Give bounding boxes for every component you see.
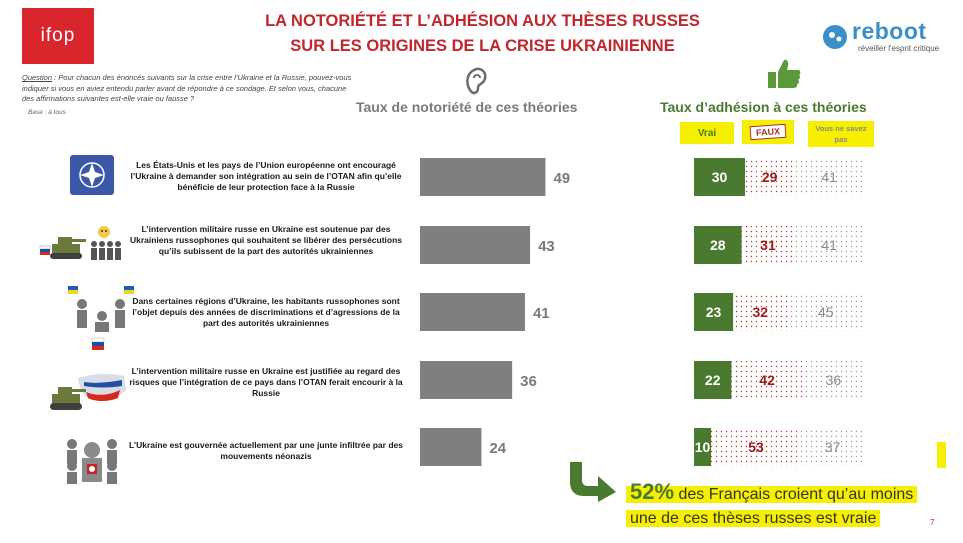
true-bar-2 — [694, 226, 742, 264]
notoriety-value-1: 49 — [553, 170, 570, 187]
false-value-3: 32 — [753, 304, 769, 320]
column-header-false: FAUX — [742, 120, 794, 144]
dontknow-bar-4 — [802, 361, 864, 399]
true-bar-5 — [694, 428, 711, 466]
reboot-wordmark: reboot — [852, 18, 927, 44]
tank-map-icon — [50, 373, 126, 410]
nato-star-icon — [79, 162, 105, 188]
thumbs-up-icon — [768, 59, 801, 88]
false-bar-1 — [745, 158, 795, 196]
true-value-4: 22 — [705, 372, 721, 388]
notoriety-bar-3 — [420, 293, 525, 331]
column-header-true: Vrai — [680, 122, 734, 144]
statement-5: L’Ukraine est gouvernée actuellement par… — [129, 440, 403, 461]
adhesion-title: Taux d’adhésion à ces théories — [660, 99, 867, 115]
statement-3: Dans certaines régions d’Ukraine, les ha… — [132, 296, 400, 328]
statement-1: Les États-Unis et les pays de l’Union eu… — [130, 160, 402, 192]
reboot-tagline: réveiller l'esprit critique — [858, 44, 940, 53]
column-header-dontknow: Vous ne savez pas — [808, 121, 874, 147]
dontknow-bar-1 — [794, 158, 864, 196]
dontknow-value-3: 45 — [818, 304, 834, 320]
page-number: 7 — [930, 518, 935, 527]
notoriety-bar-1 — [420, 158, 546, 196]
junta-icon — [67, 439, 117, 484]
false-value-2: 31 — [760, 237, 776, 253]
false-bar-4 — [731, 361, 803, 399]
statement-2: L’intervention militaire russe en Ukrain… — [129, 224, 403, 256]
notoriety-value-2: 43 — [538, 238, 555, 255]
notoriety-bar-5 — [420, 428, 482, 466]
callout-line1: des Français croient qu’au moins — [674, 486, 914, 503]
question-label: Question — [22, 73, 53, 82]
false-bar-2 — [741, 226, 795, 264]
false-bar-5 — [711, 428, 802, 466]
callout: 52% des Français croient qu’au moins une… — [626, 479, 918, 531]
question-body: : Pour chacun des énoncés suivants sur l… — [22, 73, 352, 103]
aggression-scene-icon — [68, 286, 134, 350]
dontknow-bar-2 — [794, 226, 864, 264]
false-bar-3 — [733, 293, 788, 331]
callout-line2: une de ces thèses russes est vraie — [626, 510, 881, 527]
ear-icon — [466, 67, 487, 95]
notoriety-value-5: 24 — [489, 440, 506, 457]
dontknow-value-4: 36 — [826, 372, 842, 388]
callout-arrow-icon — [570, 462, 616, 502]
false-value-4: 42 — [759, 372, 775, 388]
dontknow-value-5: 37 — [825, 439, 841, 455]
reboot-logo: reboot réveiller l'esprit critique — [820, 18, 940, 58]
notoriety-title: Taux de notoriété de ces théories — [356, 99, 578, 115]
notoriety-value-4: 36 — [520, 373, 537, 390]
false-value-5: 53 — [748, 439, 764, 455]
true-bar-1 — [694, 158, 745, 196]
callout-percent: 52% — [630, 479, 675, 504]
dontknow-bar-3 — [787, 293, 864, 331]
dontknow-value-1: 41 — [821, 169, 837, 185]
dontknow-value-2: 41 — [821, 237, 837, 253]
true-value-5: 10 — [695, 439, 711, 455]
notoriety-bar-2 — [420, 226, 531, 264]
notoriety-value-3: 41 — [533, 305, 550, 322]
tank-people-icon — [39, 226, 121, 260]
dontknow-bar-5 — [801, 428, 864, 466]
question-text: Question : Pour chacun des énoncés suiva… — [22, 73, 352, 105]
true-value-1: 30 — [712, 169, 728, 185]
statement-4: L’intervention militaire russe en Ukrain… — [129, 366, 403, 398]
true-value-3: 23 — [706, 304, 722, 320]
nato-icon — [70, 155, 114, 195]
true-bar-3 — [694, 293, 734, 331]
true-value-2: 28 — [710, 237, 726, 253]
title-line-1: LA NOTORIÉTÉ ET L’ADHÉSION AUX THÈSES RU… — [265, 12, 700, 30]
true-bar-4 — [694, 361, 732, 399]
highlight-mark — [937, 442, 946, 468]
reboot-head-icon — [823, 25, 847, 49]
notoriety-bar-4 — [420, 361, 513, 399]
ifop-logo: ifop — [22, 8, 94, 64]
base-note: Base : à tous — [28, 109, 66, 116]
false-value-1: 29 — [762, 169, 778, 185]
page-title: LA NOTORIÉTÉ ET L’ADHÉSION AUX THÈSES RU… — [200, 9, 765, 59]
title-line-2: SUR LES ORIGINES DE LA CRISE UKRAINIENNE — [290, 37, 675, 55]
